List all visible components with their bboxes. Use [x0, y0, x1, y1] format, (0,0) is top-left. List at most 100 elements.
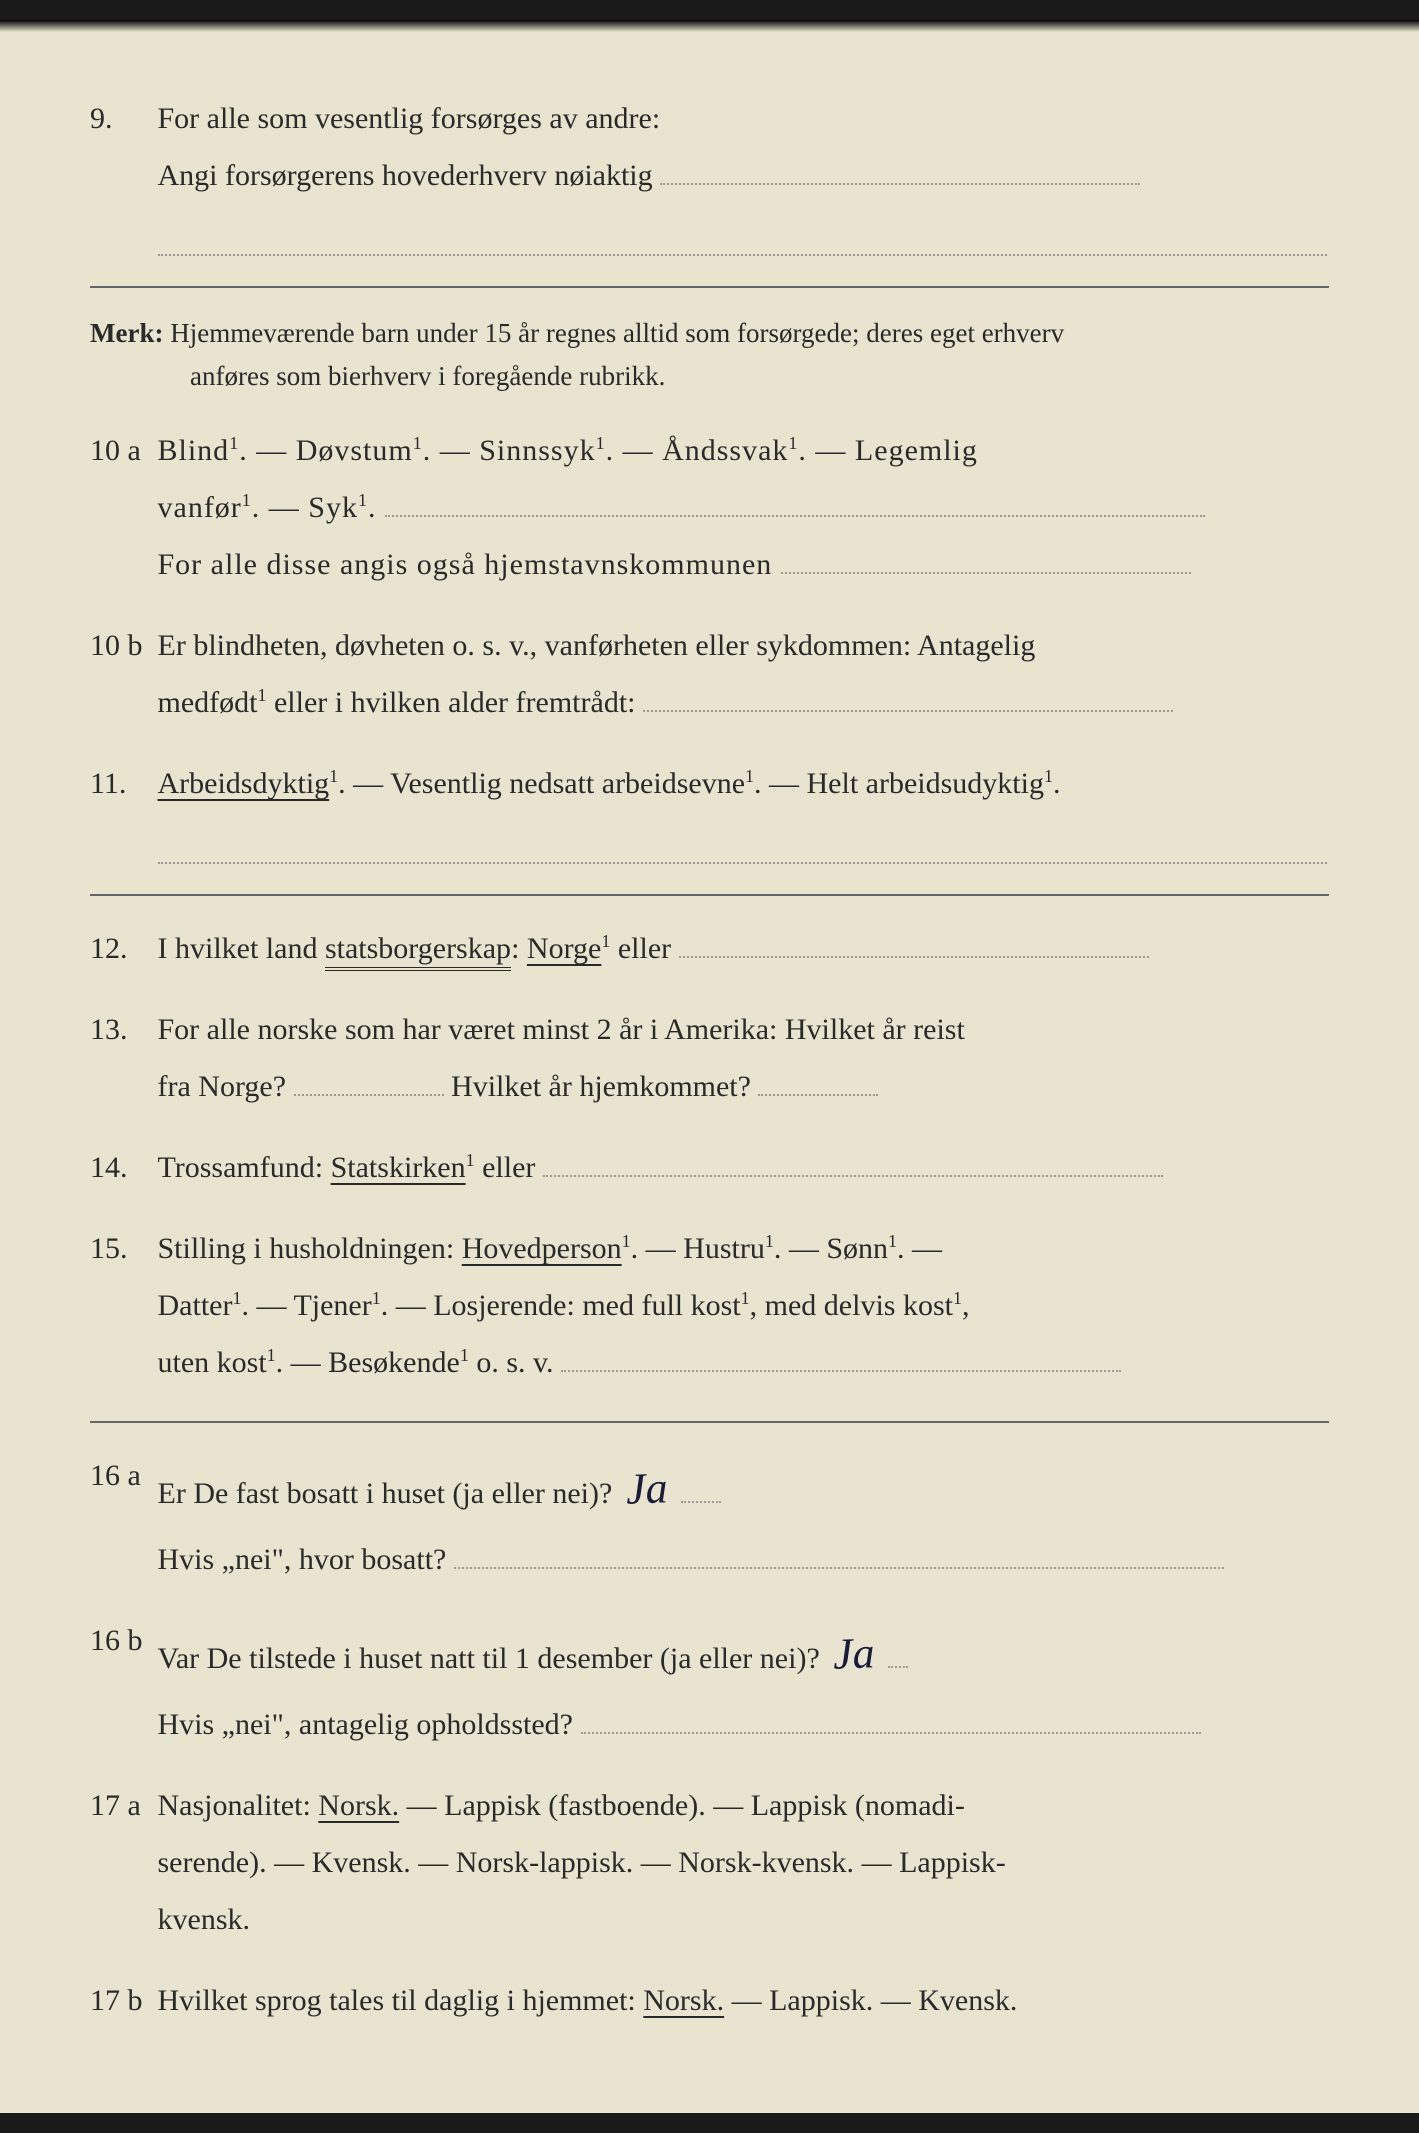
question-12: 12. I hvilket land statsborgerskap: Norg…: [90, 920, 1329, 977]
q17b-text1: Hvilket sprog tales til daglig i hjemmet…: [158, 1984, 644, 2017]
dash: —: [713, 1789, 751, 1822]
footnote-ref: 1: [788, 433, 798, 453]
q15-text4: uten kost: [158, 1346, 267, 1379]
question-11: 11. Arbeidsdyktig1. — Vesentlig nedsatt …: [90, 755, 1329, 864]
divider: [90, 894, 1329, 896]
dash: —: [862, 1846, 900, 1879]
question-body: Er De fast bosatt i huset (ja eller nei)…: [158, 1447, 1327, 1588]
footnote-ref: 1: [257, 685, 266, 705]
q15-text5: o. s. v.: [476, 1346, 553, 1379]
question-number: 11.: [90, 755, 150, 812]
question-10a: 10 a Blind1. — Døvstum1. — Sinnssyk1. — …: [90, 422, 1329, 593]
opt-nedsatt: Vesentlig nedsatt arbeidsevne: [390, 767, 745, 800]
q16b-text1: Var De tilstede i huset natt til 1 desem…: [158, 1642, 820, 1675]
fill-line: [543, 1147, 1163, 1177]
q13-line2b: Hvilket år hjemkommet?: [451, 1070, 751, 1103]
question-13: 13. For alle norske som har været minst …: [90, 1001, 1329, 1115]
question-14: 14. Trossamfund: Statskirken1 eller: [90, 1139, 1329, 1196]
dash: —: [440, 434, 480, 467]
question-body: Blind1. — Døvstum1. — Sinnssyk1. — Åndss…: [158, 422, 1327, 593]
footnote-ref: 1: [601, 931, 610, 951]
footnote-ref: 1: [745, 766, 754, 786]
question-number: 12.: [90, 920, 150, 977]
footnote-ref: 1: [765, 1231, 774, 1251]
q10a-line3: For alle disse angis også hjemstavnskomm…: [158, 548, 773, 581]
q17b-text2: Lappisk.: [769, 1984, 873, 2017]
q16a-text1: Er De fast bosatt i huset (ja eller nei)…: [158, 1477, 613, 1510]
question-body: Trossamfund: Statskirken1 eller: [158, 1139, 1327, 1196]
footnote-ref: 1: [622, 1231, 631, 1251]
footnote-ref: 1: [888, 1231, 897, 1251]
merk-label: Merk:: [90, 318, 163, 348]
opt-dovstum: Døvstum: [296, 434, 413, 467]
opt-syk: Syk: [308, 491, 358, 524]
dash: —: [769, 767, 807, 800]
opt-statskirken: Statskirken: [331, 1151, 466, 1184]
q14-text1: Trossamfund:: [158, 1151, 331, 1184]
question-number: 10 a: [90, 422, 150, 479]
footnote-ref: 1: [229, 433, 239, 453]
q13-line2a: fra Norge?: [158, 1070, 287, 1103]
question-body: For alle norske som har været minst 2 år…: [158, 1001, 1327, 1115]
fill-line: [888, 1638, 908, 1668]
question-body: Hvilket sprog tales til daglig i hjemmet…: [158, 1972, 1327, 2029]
opt-besokende: Besøkende: [328, 1346, 460, 1379]
dash: —: [396, 1289, 434, 1322]
fill-line: [581, 1704, 1201, 1734]
footnote-ref: 1: [1044, 766, 1053, 786]
q10b-line1: Er blindheten, døvheten o. s. v., vanfør…: [158, 629, 1036, 662]
q17a-text5: Kvensk.: [312, 1846, 411, 1879]
dash: —: [291, 1346, 329, 1379]
dash: —: [623, 434, 663, 467]
dash: —: [815, 434, 855, 467]
opt-arbeidsdyktig: Arbeidsdyktig: [158, 767, 330, 800]
question-16b: 16 b Var De tilstede i huset natt til 1 …: [90, 1612, 1329, 1753]
question-16a: 16 a Er De fast bosatt i huset (ja eller…: [90, 1447, 1329, 1588]
question-number: 17 a: [90, 1777, 150, 1834]
fill-line: [294, 1066, 444, 1096]
opt-blind: Blind: [158, 434, 230, 467]
question-body: I hvilket land statsborgerskap: Norge1 e…: [158, 920, 1327, 977]
opt-tjener: Tjener: [293, 1289, 371, 1322]
q17a-text2: Lappisk (fastboende).: [444, 1789, 706, 1822]
footnote-ref: 1: [596, 433, 606, 453]
q17a-text3: Lappisk (nomadi-: [751, 1789, 965, 1822]
fill-line: [660, 155, 1140, 185]
q9-line1: For alle som vesentlig forsørges av andr…: [158, 102, 661, 135]
q17a-text8: Lappisk-: [899, 1846, 1006, 1879]
fill-line: [679, 928, 1149, 958]
dash: —: [274, 1846, 312, 1879]
q17a-text7: Norsk-kvensk.: [678, 1846, 854, 1879]
footnote-ref: 1: [460, 1345, 469, 1365]
q17a-text9: kvensk.: [158, 1903, 251, 1936]
question-number: 13.: [90, 1001, 150, 1058]
footnote-ref: 1: [242, 490, 252, 510]
question-body: Nasjonalitet: Norsk. — Lappisk (fastboen…: [158, 1777, 1327, 1948]
question-9: 9. For alle som vesentlig forsørges av a…: [90, 90, 1329, 256]
divider: [90, 286, 1329, 288]
footnote-ref: 1: [953, 1288, 962, 1308]
opt-hovedperson: Hovedperson: [462, 1232, 622, 1265]
footnote-ref: 1: [329, 766, 338, 786]
dash: —: [881, 1984, 919, 2017]
dash: —: [912, 1232, 942, 1265]
q16b-line2: Hvis „nei", antagelig opholdssted?: [158, 1708, 574, 1741]
question-body: Er blindheten, døvheten o. s. v., vanfør…: [158, 617, 1327, 731]
q16a-line2: Hvis „nei", hvor bosatt?: [158, 1543, 447, 1576]
opt-udyktig: Helt arbeidsudyktig: [807, 767, 1044, 800]
dash: —: [418, 1846, 456, 1879]
question-number: 10 b: [90, 617, 150, 674]
opt-sinnssyk: Sinnssyk: [479, 434, 595, 467]
q12-underlined: statsborgerskap: [325, 932, 511, 971]
opt-vanfor: vanfør: [158, 491, 242, 524]
opt-norsk-lang: Norsk.: [643, 1984, 724, 2017]
footnote-ref: 1: [232, 1288, 241, 1308]
q12-text2: :: [511, 932, 527, 965]
question-body: For alle som vesentlig forsørges av andr…: [158, 90, 1327, 256]
fill-line: [758, 1066, 878, 1096]
question-number: 14.: [90, 1139, 150, 1196]
dash: —: [256, 1289, 293, 1322]
q12-text3: eller: [618, 932, 671, 965]
opt-sonn: Sønn: [826, 1232, 888, 1265]
dash: —: [789, 1232, 827, 1265]
